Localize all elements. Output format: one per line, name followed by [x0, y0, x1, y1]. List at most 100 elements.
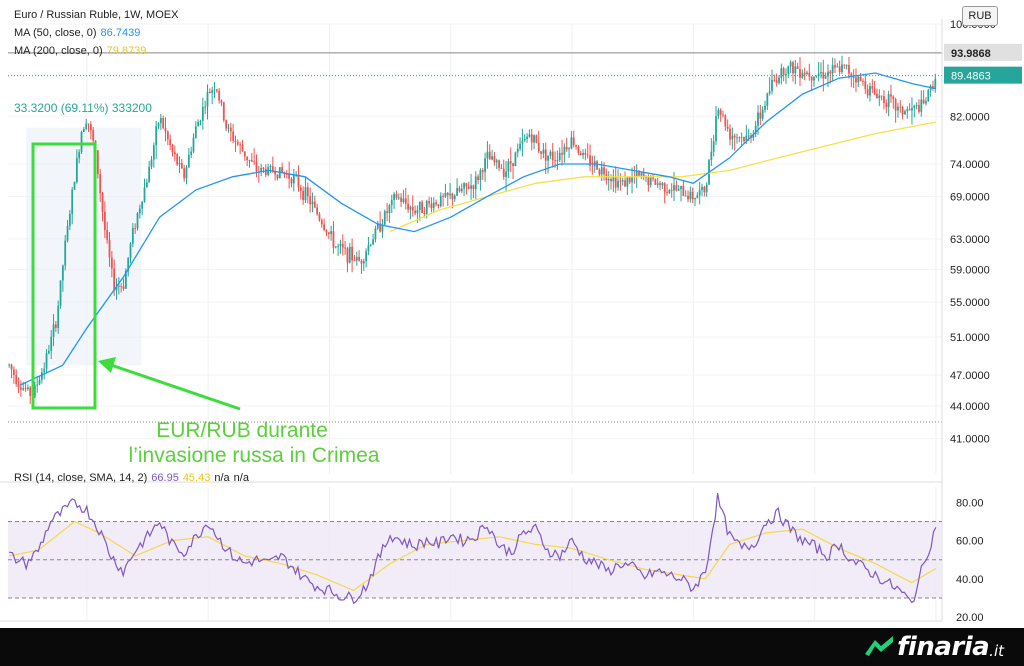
candle-body: [624, 180, 626, 187]
candle-body: [372, 239, 375, 245]
candle-body: [467, 186, 470, 189]
candle-body: [358, 256, 361, 261]
candle-body: [507, 161, 510, 172]
candle-body: [880, 95, 883, 97]
candle-body: [703, 186, 706, 193]
candle-body: [318, 214, 321, 221]
candle-body: [857, 76, 860, 83]
candle-body: [899, 106, 902, 108]
ma50-value: 86.7439: [100, 27, 141, 39]
currency-button[interactable]: RUB: [962, 6, 998, 26]
candle-body: [194, 126, 197, 138]
candle-body: [353, 260, 356, 261]
candle-body: [68, 213, 71, 226]
candle-body: [794, 66, 797, 74]
candle-body: [477, 176, 479, 181]
candle-body: [348, 246, 351, 263]
candle-body: [213, 89, 216, 91]
candle-body: [845, 64, 848, 66]
candle-body: [607, 178, 610, 181]
candle-body: [421, 201, 423, 214]
candle-body: [148, 166, 151, 183]
price-tick-label: 74.0000: [950, 159, 990, 171]
candle-body: [488, 151, 491, 160]
candle-body: [850, 73, 853, 78]
candle-body: [682, 185, 685, 196]
candle-body: [395, 193, 398, 198]
candle-body: [780, 68, 783, 78]
candle-body: [838, 66, 841, 73]
candle-body: [666, 192, 668, 194]
candle-body: [852, 77, 855, 78]
candle-body: [652, 176, 654, 179]
candle-body: [528, 134, 531, 137]
candle-body: [201, 106, 204, 121]
candle-body: [603, 167, 605, 175]
candle-body: [197, 121, 200, 127]
candle-body: [626, 177, 629, 187]
rsi-tick-label: 20.00: [956, 612, 984, 624]
candle-body: [159, 117, 162, 124]
candle-body: [10, 364, 13, 370]
candle-body: [458, 188, 461, 192]
candle-body: [449, 193, 451, 196]
candle-body: [414, 210, 416, 214]
candle-body: [260, 167, 263, 172]
candle-body: [215, 89, 218, 91]
candle-body: [66, 225, 69, 241]
candle-body: [659, 183, 661, 186]
price-tick-label: 55.0000: [950, 297, 990, 309]
candle-body: [178, 163, 181, 165]
candle-body: [883, 96, 885, 104]
candle-body: [635, 171, 638, 178]
candle-body: [435, 202, 437, 205]
candle-body: [906, 109, 909, 112]
candle-body: [127, 257, 130, 271]
candle-body: [785, 74, 787, 75]
candle-body: [402, 198, 405, 202]
candle-body: [887, 94, 890, 107]
candle-body: [733, 135, 736, 138]
candle-body: [124, 270, 127, 289]
candle-body: [572, 137, 575, 146]
candle-body: [834, 65, 836, 68]
candle-body: [617, 180, 619, 188]
candle-body: [185, 167, 188, 179]
candle-body: [376, 223, 379, 229]
candle-body: [246, 156, 249, 161]
rsi-na-1: n/a: [214, 472, 230, 484]
candle-body: [642, 173, 645, 178]
candle-body: [463, 183, 465, 189]
rsi-tick-label: 80.00: [956, 497, 984, 509]
last-price-label: 89.4863: [951, 71, 991, 83]
candle-body: [211, 90, 214, 93]
chart-title: Euro / Russian Ruble, 1W, MOEX: [14, 9, 178, 21]
candle-body: [782, 68, 785, 75]
candle-body: [110, 257, 113, 269]
candle-body: [586, 154, 589, 156]
candle-body: [54, 324, 57, 328]
candle-body: [327, 232, 330, 235]
candle-body: [108, 239, 111, 258]
candle-body: [505, 171, 507, 177]
candle-body: [822, 72, 825, 79]
candle-body: [491, 156, 493, 160]
candle-body: [446, 192, 449, 196]
candle-body: [313, 201, 316, 208]
candle-body: [367, 245, 370, 252]
candle-body: [164, 128, 167, 132]
candle-body: [152, 145, 155, 160]
candle-body: [155, 126, 158, 146]
candle-body: [675, 185, 678, 191]
candle-body: [892, 96, 895, 100]
candle-body: [563, 146, 566, 155]
candle-body: [17, 384, 20, 388]
candle-body: [171, 145, 174, 153]
candle-body: [862, 81, 864, 82]
candle-body: [381, 224, 384, 232]
candle-body: [309, 196, 312, 205]
candle-body: [764, 105, 766, 110]
chart-title-text: Euro / Russian Ruble, 1W, MOEX: [14, 9, 179, 21]
candle-body: [288, 174, 291, 179]
candle-body: [579, 152, 582, 156]
